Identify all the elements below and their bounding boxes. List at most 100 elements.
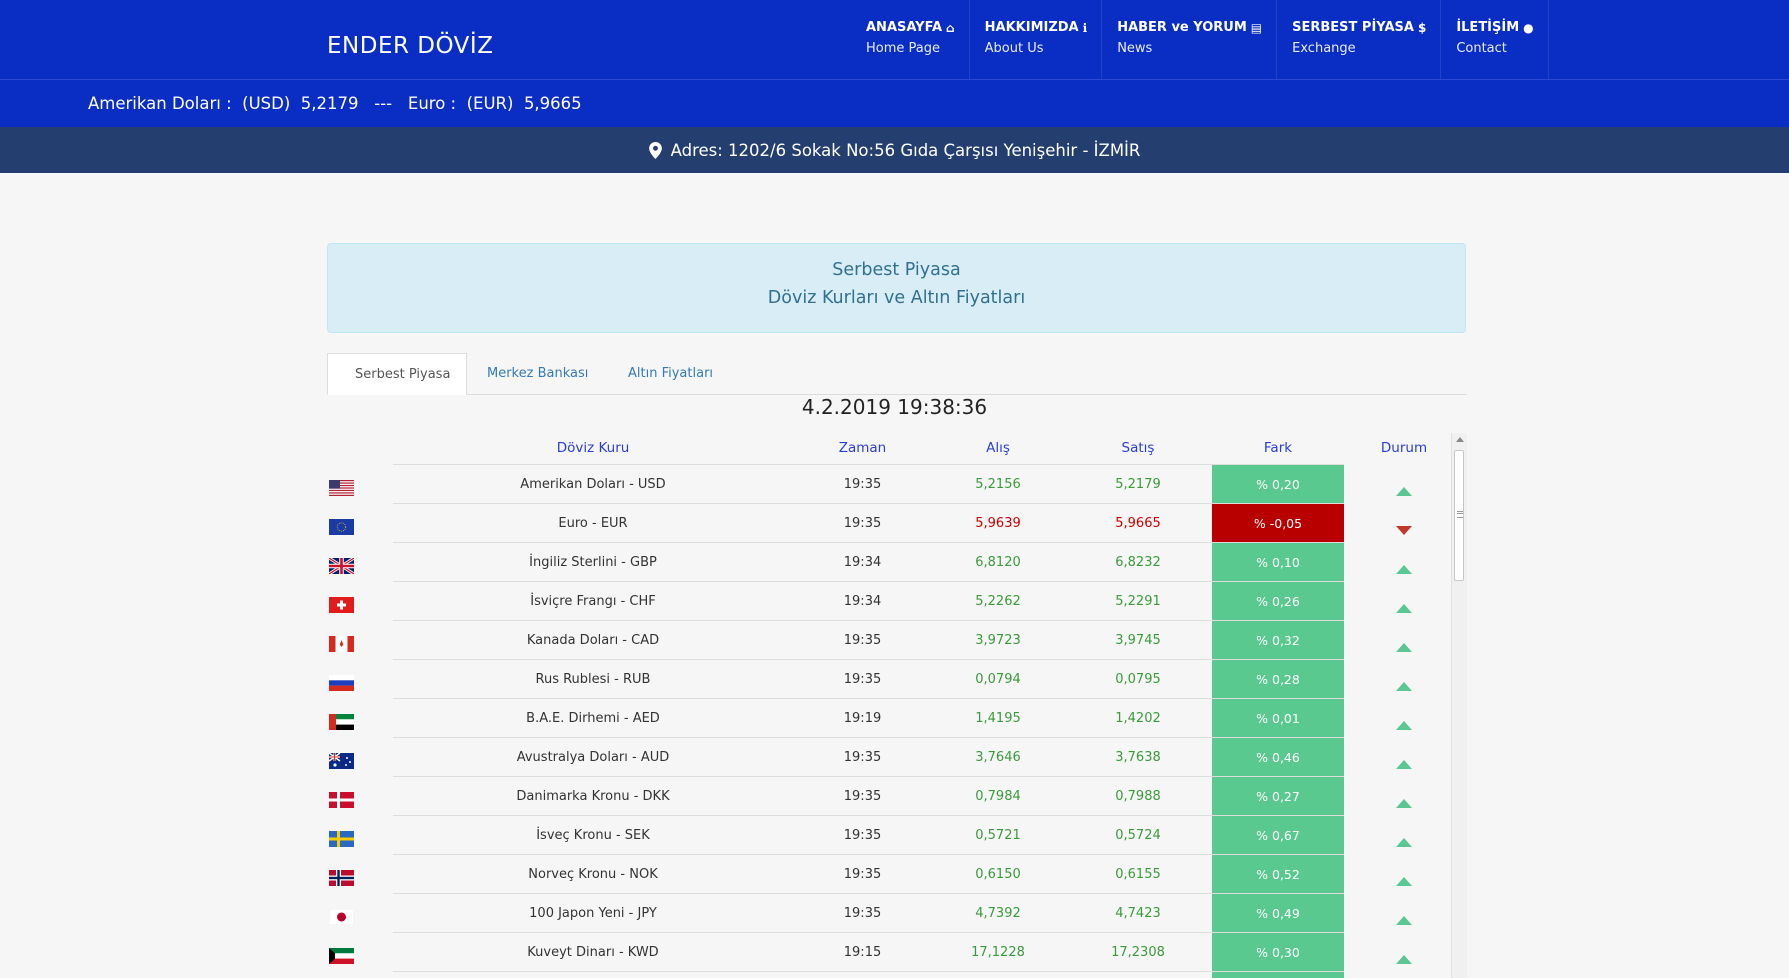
nav-sublabel: Home Page bbox=[866, 41, 940, 56]
status-cell bbox=[1344, 894, 1464, 933]
change-percent: % 0,28 bbox=[1212, 659, 1344, 699]
table-row[interactable]: Kanada Doları - CAD 19:35 3,9723 3,9745% 0,… bbox=[320, 620, 1464, 660]
ticker-usd-code: (USD) bbox=[242, 94, 291, 113]
tab-altin-fiyatlari[interactable]: Altın Fiyatları bbox=[628, 366, 714, 381]
nav-item-1[interactable]: HAKKIMIZDA ℹ About Us bbox=[970, 0, 1103, 79]
header-buy[interactable]: Alış bbox=[986, 439, 1010, 456]
table-row[interactable]: Norveç Kronu - NOK 19:35 0,6150 0,6155% 0,5… bbox=[320, 854, 1464, 894]
table-row[interactable]: Kuveyt Dinarı - KWD 19:15 17,1228 17,2308% … bbox=[320, 932, 1464, 972]
status-cell bbox=[1344, 777, 1464, 816]
table-row[interactable]: İsveç Kronu - SEK 19:35 0,5721 0,5724% 0,67 bbox=[320, 815, 1464, 855]
ticker-eur-label: Euro : bbox=[407, 94, 457, 113]
trend-up-arrow-icon bbox=[1396, 720, 1412, 730]
section-header-box: Serbest Piyasa Döviz Kurları ve Altın Fi… bbox=[327, 243, 1466, 333]
nav-label-text: HABER ve YORUM bbox=[1117, 20, 1247, 35]
sell-rate: 5,2179 bbox=[1064, 464, 1212, 504]
trend-up-arrow-icon bbox=[1396, 954, 1412, 964]
change-percent: % 0,26 bbox=[1212, 581, 1344, 621]
buy-rate: 17,1228 bbox=[932, 932, 1064, 972]
currency-name: 100 Japon Yeni - JPY bbox=[393, 893, 793, 933]
change-percent: % 0,20 bbox=[1212, 464, 1344, 504]
nav-label: SERBEST PİYASA $ bbox=[1292, 20, 1426, 35]
globe-icon: ● bbox=[1523, 20, 1534, 35]
sell-rate: 3,9745 bbox=[1064, 620, 1212, 660]
nav-label: HAKKIMIZDA ℹ bbox=[985, 20, 1088, 35]
table-scrollbar[interactable] bbox=[1451, 433, 1467, 978]
ticker-eur-value: 5,9665 bbox=[523, 94, 582, 113]
change-percent: % 0,67 bbox=[1212, 815, 1344, 855]
ticker-separator: --- bbox=[374, 94, 393, 113]
status-cell bbox=[1344, 504, 1464, 543]
table-row[interactable]: İsviçre Frangı - CHF 19:34 5,2262 5,2291% 0… bbox=[320, 581, 1464, 621]
trend-up-arrow-icon bbox=[1396, 798, 1412, 808]
flag-cell bbox=[320, 894, 393, 933]
flag-cell bbox=[320, 855, 393, 894]
buy-rate: 5,2262 bbox=[932, 581, 1064, 621]
change-percent: % 0,30 bbox=[1212, 932, 1344, 972]
sell-rate: 0,5724 bbox=[1064, 815, 1212, 855]
table-row[interactable]: İngiliz Sterlini - GBP 19:34 6,8120 6,8232%… bbox=[320, 542, 1464, 582]
home-icon: ⌂ bbox=[946, 20, 955, 35]
info-icon: ℹ bbox=[1082, 20, 1088, 35]
flag-cell bbox=[320, 660, 393, 699]
table-row[interactable]: 100 Japon Yeni - JPY 19:35 4,7392 4,7423% 0… bbox=[320, 893, 1464, 933]
currency-name: Danimarka Kronu - DKK bbox=[393, 776, 793, 816]
ticker-eur-code: (EUR) bbox=[466, 94, 514, 113]
change-percent: % 0,10 bbox=[1212, 542, 1344, 582]
flag-cell bbox=[320, 972, 393, 978]
sell-rate: 1,4202 bbox=[1064, 698, 1212, 738]
rate-time: 19:35 bbox=[793, 776, 932, 816]
table-row[interactable]: Suudi Arabistan Riyali - SAR19:351,39011… bbox=[320, 971, 1464, 978]
rate-time: 19:35 bbox=[793, 503, 932, 543]
book-icon: ▤ bbox=[1250, 20, 1263, 35]
currency-name: İngiliz Sterlini - GBP bbox=[393, 542, 793, 582]
dollar-icon: $ bbox=[1417, 20, 1427, 35]
buy-rate: 0,0794 bbox=[932, 659, 1064, 699]
header-sell[interactable]: Satış bbox=[1121, 439, 1155, 456]
table-row[interactable]: B.A.E. Dirhemi - AED 19:19 1,4195 1,4202% 0… bbox=[320, 698, 1464, 738]
table-row[interactable]: Avustralya Doları - AUD 19:35 3,7646 3,7638… bbox=[320, 737, 1464, 777]
status-cell bbox=[1344, 621, 1464, 660]
nav-item-2[interactable]: HABER ve YORUM ▤ News bbox=[1102, 0, 1278, 79]
header-currency[interactable]: Döviz Kuru bbox=[556, 439, 630, 456]
flag-cell bbox=[320, 933, 393, 972]
brand-logo[interactable]: ENDER DÖVİZ bbox=[327, 33, 494, 59]
currency-name: Euro - EUR bbox=[393, 503, 793, 543]
table-row[interactable]: Rus Rublesi - RUB 19:35 0,0794 0,0795% 0,28 bbox=[320, 659, 1464, 699]
tab-merkez-bankasi[interactable]: Merkez Bankası bbox=[487, 366, 589, 381]
nav-item-3[interactable]: SERBEST PİYASA $ Exchange bbox=[1277, 0, 1442, 79]
nav-item-0[interactable]: ANASAYFA ⌂ Home Page bbox=[851, 0, 970, 79]
nav-item-4[interactable]: İLETİŞİM ● Contact bbox=[1441, 0, 1549, 79]
currency-name: Rus Rublesi - RUB bbox=[393, 659, 793, 699]
rate-time: 19:35 bbox=[793, 893, 932, 933]
rate-time: 19:35 bbox=[793, 659, 932, 699]
scroll-thumb[interactable] bbox=[1454, 450, 1464, 581]
nav-menu: ANASAYFA ⌂ Home Page HAKKIMIZDA ℹ About Us HAB… bbox=[851, 0, 1549, 79]
currency-name: Avustralya Doları - AUD bbox=[393, 737, 793, 777]
table-row[interactable]: Danimarka Kronu - DKK 19:35 0,7984 0,7988% … bbox=[320, 776, 1464, 816]
buy-rate: 0,6150 bbox=[932, 854, 1064, 894]
tab-serbest-piyasa[interactable]: Serbest Piyasa bbox=[327, 353, 468, 395]
trend-up-arrow-icon bbox=[1396, 681, 1412, 691]
flag-cell bbox=[320, 738, 393, 777]
section-subtitle: Döviz Kurları ve Altın Fiyatları bbox=[767, 288, 1026, 308]
header-change[interactable]: Fark bbox=[1263, 439, 1293, 456]
header-status[interactable]: Durum bbox=[1380, 439, 1428, 456]
status-cell bbox=[1344, 543, 1464, 582]
buy-rate: 3,9723 bbox=[932, 620, 1064, 660]
rate-time: 19:35 bbox=[793, 815, 932, 855]
rates-table-body: Amerikan Doları - USD 19:35 5,2156 5,2179% … bbox=[320, 464, 1464, 978]
update-timestamp: 4.2.2019 19:38:36 bbox=[801, 395, 988, 419]
header-time[interactable]: Zaman bbox=[838, 439, 887, 456]
change-percent: % 0,01 bbox=[1212, 698, 1344, 738]
rates-table-container[interactable]: Döviz Kuru Zaman Alış Satış Fark Durum A… bbox=[320, 431, 1464, 978]
table-row[interactable]: Amerikan Doları - USD 19:35 5,2156 5,2179% … bbox=[320, 464, 1464, 504]
nav-sublabel: News bbox=[1117, 41, 1153, 56]
scroll-up-arrow-icon[interactable] bbox=[1456, 437, 1464, 442]
table-row[interactable]: Euro - EUR 19:35 5,9639 5,9665% -0,05 bbox=[320, 503, 1464, 543]
grip-icon bbox=[1457, 511, 1463, 518]
buy-rate: 3,7646 bbox=[932, 737, 1064, 777]
buy-rate: 6,8120 bbox=[932, 542, 1064, 582]
sell-rate: 0,7988 bbox=[1064, 776, 1212, 816]
header-flag bbox=[320, 431, 393, 465]
